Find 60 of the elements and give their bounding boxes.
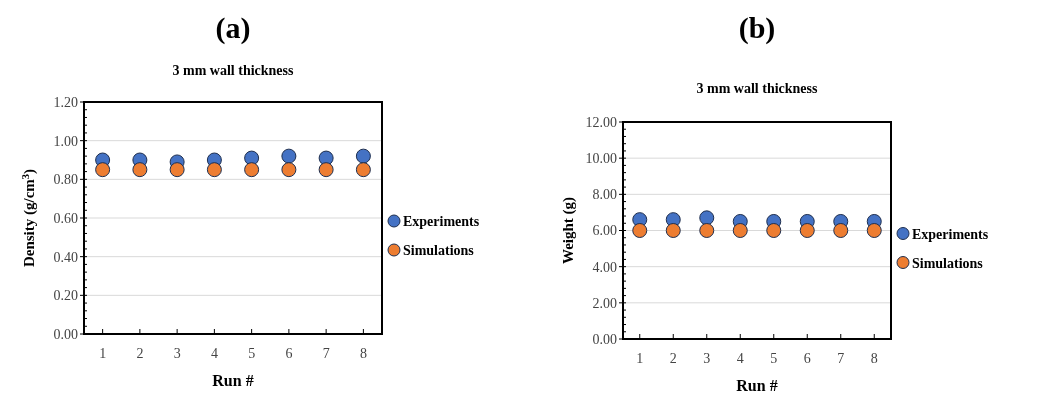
point bbox=[866, 223, 882, 238]
x-tick-label: 5 bbox=[770, 351, 778, 366]
y-tick-label: 2.00 bbox=[592, 295, 617, 311]
y-tick-label: 4.00 bbox=[592, 259, 617, 275]
x-tick-label: 1 bbox=[99, 346, 107, 361]
y-tick-label: 0.00 bbox=[53, 326, 78, 342]
x-tick-label: 4 bbox=[736, 351, 744, 366]
x-tick-label: 6 bbox=[285, 346, 293, 361]
x-tick-label: 5 bbox=[248, 346, 256, 361]
x-tick-label: 4 bbox=[210, 346, 218, 361]
x-axis-title: Run # bbox=[736, 377, 778, 394]
legend-label: Experiments bbox=[912, 226, 989, 242]
point bbox=[632, 223, 648, 238]
y-tick-label: 0.80 bbox=[53, 172, 78, 188]
y-tick-label: 8.00 bbox=[592, 187, 617, 203]
chart-subtitle: 3 mm wall thickness bbox=[172, 63, 295, 78]
y-tick-label: 10.00 bbox=[585, 151, 617, 167]
y-axis-title: Weight (g) bbox=[560, 196, 577, 265]
point bbox=[699, 210, 715, 226]
point bbox=[281, 148, 297, 164]
point bbox=[699, 223, 715, 238]
point bbox=[766, 223, 782, 238]
x-tick-label: 8 bbox=[359, 346, 367, 361]
x-tick-label: 3 bbox=[173, 346, 181, 361]
point bbox=[732, 223, 748, 238]
x-tick-label: 3 bbox=[703, 351, 711, 366]
x-tick-label: 6 bbox=[803, 351, 811, 366]
point bbox=[169, 162, 185, 178]
point bbox=[281, 162, 297, 178]
y-tick-label: 1.20 bbox=[53, 94, 78, 110]
y-tick-label: 0.40 bbox=[53, 249, 78, 265]
chart-title: (b) bbox=[738, 11, 776, 45]
point bbox=[799, 223, 815, 238]
y-tick-label: 12.00 bbox=[585, 114, 617, 130]
x-axis-title: Run # bbox=[212, 372, 254, 389]
y-tick-label: 1.00 bbox=[53, 133, 78, 149]
x-tick-label: 7 bbox=[322, 346, 330, 361]
x-tick-label: 2 bbox=[669, 351, 677, 366]
y-tick-label: 0.20 bbox=[53, 288, 78, 304]
chart-subtitle: 3 mm wall thickness bbox=[696, 81, 819, 96]
point bbox=[355, 148, 371, 164]
x-tick-label: 7 bbox=[837, 351, 845, 366]
x-tick-label: 1 bbox=[636, 351, 644, 366]
x-tick-label: 8 bbox=[870, 351, 878, 366]
legend-label: Simulations bbox=[912, 255, 984, 271]
point bbox=[132, 162, 148, 178]
y-tick-label: 0.60 bbox=[53, 210, 78, 226]
point bbox=[206, 162, 222, 178]
legend-label: Simulations bbox=[403, 243, 475, 258]
y-tick-label: 0.00 bbox=[592, 331, 617, 347]
y-tick-label: 6.00 bbox=[592, 223, 617, 239]
point bbox=[665, 223, 681, 238]
point bbox=[318, 162, 334, 178]
legend-label: Experiments bbox=[403, 214, 480, 229]
point bbox=[833, 223, 849, 238]
point bbox=[244, 162, 260, 178]
point bbox=[95, 162, 111, 178]
x-tick-label: 2 bbox=[136, 346, 144, 361]
chart-title: (a) bbox=[215, 11, 251, 45]
point bbox=[355, 162, 371, 178]
